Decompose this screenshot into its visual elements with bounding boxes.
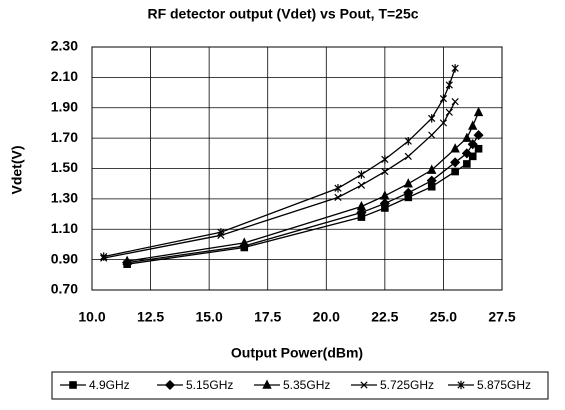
x-axis-label: Output Power(dBm)	[231, 345, 363, 361]
marker	[403, 178, 413, 188]
marker	[100, 252, 108, 261]
marker	[356, 207, 367, 218]
marker	[467, 139, 478, 150]
marker	[427, 164, 437, 174]
marker	[357, 181, 366, 189]
marker	[451, 64, 459, 73]
x-tick-label: 27.5	[488, 309, 515, 325]
legend-box	[51, 371, 549, 400]
marker	[428, 131, 436, 139]
x-tick-label: 20.0	[313, 309, 340, 325]
y-axis-label: Vdet(V)	[9, 146, 25, 195]
marker	[428, 114, 436, 123]
legend-label: 5.875GHz	[477, 378, 531, 392]
x-tick-label: 10.0	[78, 309, 105, 325]
y-tick-label: 0.70	[51, 281, 78, 297]
legend-marker	[457, 380, 465, 390]
marker	[468, 152, 477, 161]
x-tick-label: 17.5	[254, 309, 281, 325]
marker	[334, 184, 342, 193]
marker	[474, 144, 483, 153]
legend-label: 5.35GHz	[283, 378, 330, 392]
marker	[473, 130, 484, 141]
marker	[403, 187, 414, 198]
marker	[451, 167, 459, 176]
marker	[380, 190, 390, 200]
marker	[451, 98, 459, 106]
series-line	[103, 68, 456, 258]
marker	[439, 119, 448, 127]
legend-marker	[69, 381, 77, 389]
marker	[404, 152, 412, 160]
y-tick-label: 1.50	[51, 159, 78, 175]
marker	[357, 170, 366, 179]
marker	[463, 160, 471, 168]
marker	[426, 175, 437, 186]
marker	[381, 155, 389, 164]
legend-marker	[164, 379, 176, 391]
marker	[122, 255, 132, 265]
marker	[468, 120, 478, 130]
series-line	[103, 101, 456, 259]
x-tick-label: 15.0	[196, 309, 223, 325]
legend-marker	[360, 381, 368, 389]
chart-title: RF detector output (Vdet) vs Pout, T=25c	[147, 6, 418, 22]
legend-label: 5.15GHz	[186, 378, 233, 392]
x-tick-label: 22.5	[371, 309, 398, 325]
marker	[445, 80, 453, 90]
marker	[445, 108, 453, 116]
marker	[450, 143, 460, 153]
marker	[473, 106, 484, 117]
y-tick-label: 2.30	[51, 38, 78, 54]
series-line	[127, 112, 480, 262]
marker	[217, 228, 225, 237]
y-tick-label: 2.10	[51, 68, 78, 84]
x-tick-label: 12.5	[137, 309, 164, 325]
marker	[381, 167, 389, 176]
legend-marker	[262, 379, 272, 389]
y-tick-label: 1.70	[51, 129, 78, 145]
y-tick-label: 1.10	[51, 220, 78, 236]
series-line	[127, 134, 480, 264]
marker	[450, 157, 461, 168]
marker	[439, 94, 448, 103]
y-tick-label: 1.90	[51, 98, 78, 114]
marker	[379, 198, 390, 209]
legend-label: 4.9GHz	[89, 378, 130, 392]
marker	[356, 200, 367, 211]
marker	[462, 132, 472, 142]
y-tick-label: 0.90	[51, 250, 78, 266]
x-tick-label: 25.0	[430, 309, 457, 325]
marker	[239, 237, 249, 247]
marker	[461, 148, 472, 159]
marker	[404, 136, 412, 146]
y-tick-label: 1.30	[51, 190, 78, 206]
legend-label: 5.725GHz	[380, 378, 434, 392]
marker	[334, 193, 342, 201]
